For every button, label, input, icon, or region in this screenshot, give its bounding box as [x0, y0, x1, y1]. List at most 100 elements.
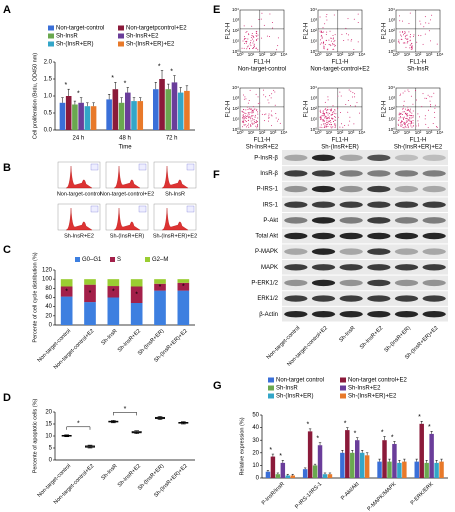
- event-dot: [433, 92, 435, 94]
- event-dot: [416, 41, 418, 43]
- event-dot: [329, 119, 331, 121]
- event-dot: [430, 104, 432, 106]
- histogram-label: Non-target-control: [57, 191, 101, 197]
- bar-segment: [177, 282, 190, 291]
- event-dot: [410, 125, 412, 127]
- event-dot: [422, 93, 424, 95]
- event-dot: [408, 31, 410, 33]
- event-dot: [331, 127, 333, 129]
- y-tick-label: 80: [45, 286, 52, 292]
- event-dot: [402, 108, 404, 110]
- y-tick-label: 0: [49, 323, 53, 329]
- event-dot: [256, 127, 258, 129]
- event-dot: [431, 96, 433, 98]
- event-dot: [334, 123, 336, 125]
- event-dot: [407, 125, 409, 127]
- event-dot: [347, 39, 349, 41]
- event-dot: [347, 18, 349, 20]
- event-dot: [252, 110, 254, 112]
- event-dot: [319, 126, 321, 128]
- event-dot: [326, 49, 328, 51]
- histogram-g1-peak: [65, 207, 93, 231]
- event-dot: [245, 109, 247, 111]
- event-dot: [411, 45, 413, 47]
- event-dot: [243, 118, 245, 120]
- bar: [59, 102, 66, 130]
- event-dot: [254, 114, 256, 116]
- y-tick-label: 120: [42, 268, 53, 274]
- blot-band: [311, 310, 336, 318]
- blot-row-label: MAPK: [261, 265, 278, 271]
- event-dot: [432, 122, 434, 124]
- event-dot: [327, 109, 329, 111]
- event-dot: [264, 114, 266, 116]
- bar-segment: [154, 279, 166, 284]
- event-dot: [252, 112, 254, 114]
- event-dot: [335, 116, 337, 118]
- event-dot: [347, 111, 349, 113]
- x-tick-label: P-MAPK/MAPK: [366, 481, 397, 512]
- event-dot: [255, 109, 257, 111]
- blot-band: [422, 185, 446, 193]
- event-dot: [334, 110, 336, 112]
- blot-band: [284, 295, 308, 302]
- event-dot: [253, 122, 255, 124]
- y-axis-label: Relative expression (%): [239, 417, 245, 475]
- bar-segment: [60, 296, 73, 325]
- y-tick-label: 40: [252, 425, 259, 431]
- bar: [350, 452, 355, 478]
- sample-label: Sh-(InsR+ER)+E2: [394, 145, 443, 151]
- histogram-inset: [186, 205, 195, 213]
- event-dot: [247, 114, 249, 116]
- blot-band: [394, 201, 419, 208]
- event-dot: [253, 43, 255, 45]
- y-tick-label: 0.0: [44, 128, 53, 134]
- legend-label: Non-target control+E2: [348, 378, 408, 384]
- event-dot: [331, 117, 333, 119]
- event-dot: [267, 99, 269, 101]
- y-tick-label: 50: [252, 413, 259, 419]
- event-dot: [345, 33, 347, 35]
- legend-swatch: [75, 257, 80, 262]
- event-dot: [254, 108, 256, 110]
- event-dot: [252, 123, 254, 125]
- event-dot: [411, 126, 413, 128]
- event-dot: [325, 108, 327, 110]
- blot-row-label: ERK1/2: [257, 296, 278, 302]
- y-tick-label: 15: [45, 422, 52, 428]
- event-dot: [434, 104, 436, 106]
- histogram-g1-peak: [113, 207, 141, 231]
- event-dot: [320, 115, 322, 117]
- event-dot: [353, 49, 355, 51]
- panel-letter: A: [3, 4, 11, 16]
- significance: *: [269, 447, 272, 454]
- blot-band: [367, 310, 391, 318]
- x-tick-label: 10²: [259, 52, 266, 57]
- event-dot: [319, 109, 321, 111]
- event-dot: [320, 124, 322, 126]
- event-dot: [328, 116, 330, 118]
- event-dot: [409, 44, 411, 46]
- event-dot: [409, 108, 411, 110]
- event-dot: [421, 106, 423, 108]
- event-dot: [275, 49, 277, 51]
- event-dot: [412, 45, 414, 47]
- event-dot: [266, 35, 268, 37]
- event-dot: [398, 41, 400, 43]
- panel-letter: E: [213, 4, 220, 16]
- event-dot: [407, 115, 409, 117]
- event-dot: [401, 38, 403, 40]
- event-dot: [404, 37, 406, 39]
- significance: *: [65, 288, 68, 295]
- blot-band: [284, 264, 308, 271]
- event-dot: [406, 118, 408, 120]
- event-dot: [412, 35, 414, 37]
- legend-label: Sh-(InsR+ER)+E2: [126, 42, 175, 48]
- x-tick-label: 10¹: [404, 130, 411, 135]
- event-dot: [400, 93, 402, 95]
- event-dot: [256, 108, 258, 110]
- event-dot: [329, 110, 331, 112]
- sample-label: Sh-InsR: [407, 67, 429, 73]
- panel-letter: F: [213, 169, 220, 181]
- event-dot: [410, 49, 412, 51]
